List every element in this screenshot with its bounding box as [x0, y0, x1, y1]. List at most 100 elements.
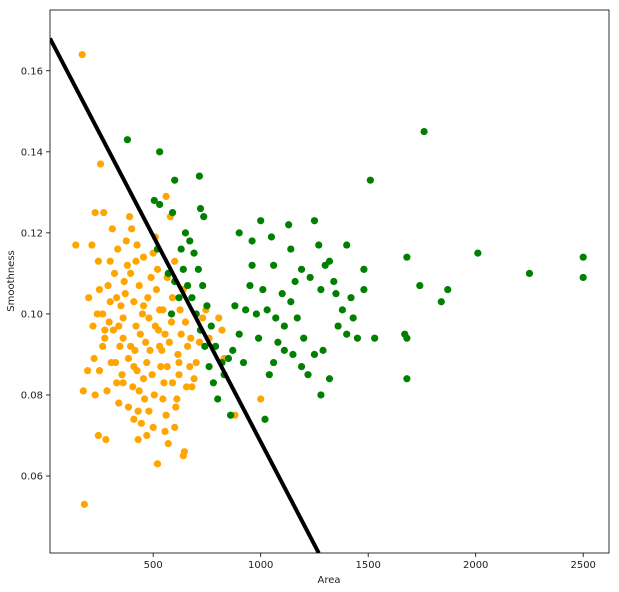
data-point [319, 346, 327, 354]
data-point [95, 286, 104, 294]
data-point [105, 318, 113, 326]
data-point [168, 209, 177, 217]
data-point [127, 342, 135, 350]
data-point [109, 326, 118, 334]
data-point [181, 229, 190, 237]
data-point [184, 281, 192, 290]
data-point [209, 379, 217, 387]
data-point [161, 330, 169, 338]
data-point [248, 237, 256, 245]
data-point [181, 318, 190, 326]
data-point [95, 367, 104, 375]
data-point [120, 277, 128, 286]
y-axis-label: Smoothness [6, 250, 17, 312]
data-point [173, 395, 181, 403]
data-point [177, 330, 185, 338]
y-tick-label: 0.06 [21, 472, 43, 483]
data-point [90, 354, 98, 363]
data-point [525, 269, 534, 277]
data-point [289, 350, 297, 359]
data-point [278, 290, 286, 298]
y-tick-label: 0.08 [21, 390, 43, 401]
data-point [137, 419, 145, 427]
data-point [128, 225, 136, 233]
data-point [280, 346, 288, 354]
data-point [144, 294, 152, 302]
data-point [124, 354, 133, 363]
data-point [263, 306, 271, 314]
data-point [366, 176, 374, 184]
data-point [186, 237, 194, 245]
data-point [163, 363, 171, 371]
data-point [343, 241, 351, 249]
data-point [139, 375, 148, 383]
x-axis-label: Area [317, 575, 340, 586]
data-point [182, 383, 191, 391]
data-point [78, 50, 86, 59]
data-point [145, 314, 153, 322]
data-point [79, 387, 87, 395]
data-point [274, 338, 282, 346]
y-axis: 0.06 0.08 0.10 0.12 0.14 0.16 [21, 66, 50, 483]
data-point [156, 200, 164, 209]
data-point [215, 314, 223, 322]
data-point [171, 423, 179, 431]
data-point [168, 379, 177, 387]
data-point [332, 290, 340, 298]
y-tick-label: 0.12 [21, 228, 43, 239]
decision-boundary-line [50, 37, 321, 553]
data-point [259, 286, 267, 294]
data-point [116, 342, 124, 350]
data-point [175, 371, 183, 379]
data-point [199, 314, 207, 322]
series-0 [72, 50, 265, 508]
data-point [192, 358, 200, 367]
data-point [100, 209, 108, 217]
data-point [146, 346, 154, 354]
data-point [143, 431, 151, 440]
data-point [317, 391, 325, 399]
data-point [310, 217, 319, 225]
data-point [267, 233, 276, 241]
data-point [124, 403, 133, 411]
data-point [149, 423, 157, 431]
data-point [123, 261, 131, 269]
data-point [188, 383, 196, 391]
data-point [93, 310, 101, 318]
x-tick-label: 1500 [355, 560, 380, 571]
data-point [235, 229, 243, 237]
data-point [190, 375, 198, 383]
data-point [162, 411, 170, 419]
data-point [224, 354, 233, 363]
data-point [270, 358, 278, 367]
data-point [157, 363, 165, 371]
data-point [246, 281, 254, 290]
data-point [101, 334, 109, 342]
data-point [416, 281, 424, 290]
data-point [113, 379, 121, 387]
data-point [310, 350, 319, 359]
data-point [179, 265, 187, 273]
data-point [99, 310, 107, 318]
x-axis: 500 1000 1500 2000 2500 [144, 553, 596, 571]
data-point [122, 237, 130, 245]
data-point [214, 395, 222, 403]
data-point [102, 435, 110, 444]
data-point [151, 322, 159, 330]
data-point [115, 322, 123, 330]
data-point [115, 399, 123, 407]
y-tick-label: 0.10 [21, 309, 43, 320]
data-point [153, 460, 162, 468]
data-point [104, 281, 112, 290]
data-point [135, 387, 143, 395]
data-point [199, 281, 207, 290]
data-point [132, 257, 140, 265]
data-point [130, 363, 138, 371]
data-point [315, 241, 323, 249]
data-point [136, 330, 144, 338]
data-point [167, 310, 176, 318]
data-point [371, 334, 379, 342]
data-point [99, 342, 107, 350]
data-point [239, 358, 248, 367]
